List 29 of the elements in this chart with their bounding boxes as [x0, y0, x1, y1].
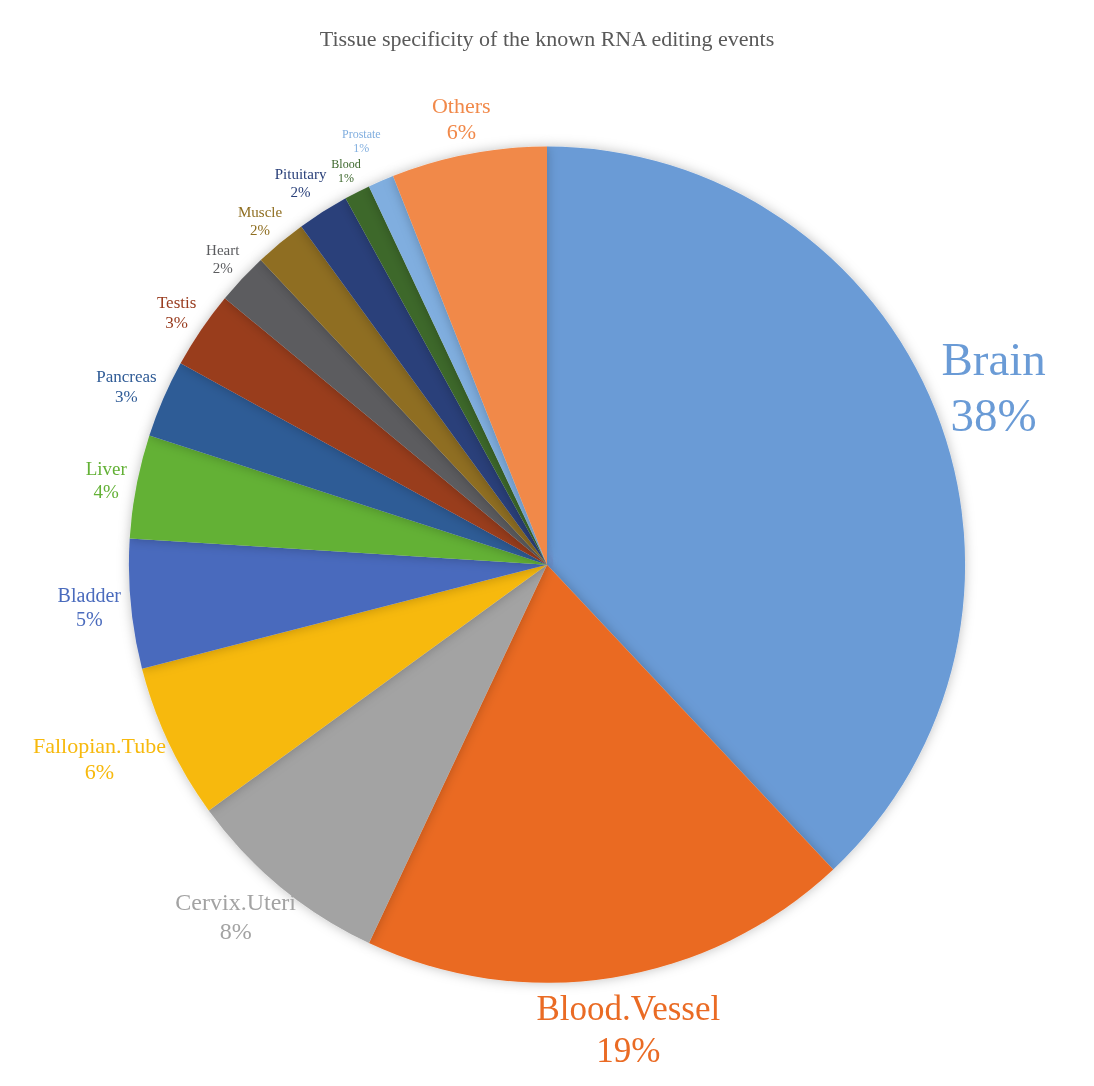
- data-label: 19%: [596, 1030, 661, 1070]
- data-label: 2%: [250, 221, 271, 238]
- slice-label: Brain: [941, 332, 1046, 385]
- data-label: 3%: [115, 387, 138, 407]
- data-label: 38%: [950, 388, 1037, 441]
- slice-label: Others: [431, 93, 491, 119]
- slice-label: Prostate: [342, 126, 381, 141]
- data-label: 6%: [446, 119, 476, 145]
- chart-title: Tissue specificity of the known RNA editing events: [319, 25, 775, 51]
- data-label: 5%: [75, 608, 103, 631]
- slice-label: Bladder: [57, 584, 122, 607]
- slice-label: Testis: [156, 293, 197, 313]
- slice-label: Muscle: [237, 203, 283, 220]
- slice-label: Blood.Vessel: [536, 988, 721, 1028]
- data-label: 1%: [337, 170, 354, 185]
- slice-label: Heart: [206, 242, 241, 259]
- slice-label: Fallopian.Tube: [32, 732, 166, 758]
- data-label: 2%: [212, 260, 233, 277]
- slice-label: Cervix.Uteri: [175, 889, 297, 916]
- slice-label: Blood: [331, 156, 361, 171]
- data-label: 8%: [219, 918, 252, 945]
- slice-label: Pituitary: [274, 165, 327, 182]
- data-label: 4%: [93, 481, 120, 503]
- data-label: 2%: [290, 183, 311, 200]
- data-label: 3%: [165, 313, 188, 333]
- slice-label: Pancreas: [96, 367, 157, 387]
- data-label: 1%: [353, 140, 370, 155]
- slice-label: Liver: [85, 458, 128, 480]
- data-label: 6%: [84, 758, 115, 784]
